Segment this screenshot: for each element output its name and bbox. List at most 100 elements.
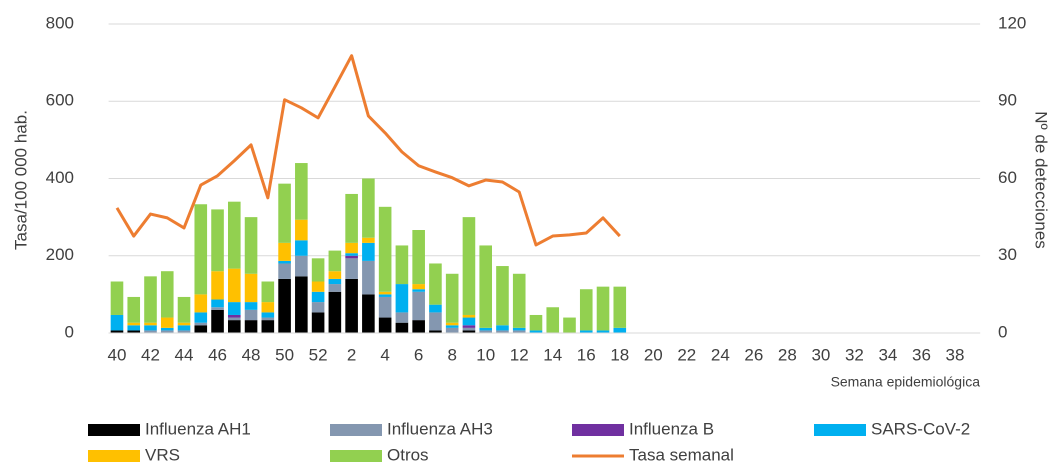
x-tick-label: 20 bbox=[644, 345, 663, 364]
bar-segment bbox=[362, 178, 375, 238]
y2-tick-label: 120 bbox=[998, 13, 1026, 32]
bar-segment bbox=[462, 330, 476, 333]
bar-segment bbox=[496, 330, 509, 333]
bar-segment bbox=[211, 307, 224, 310]
x-tick-label: 52 bbox=[309, 345, 328, 364]
bar-segment bbox=[429, 330, 442, 333]
bar-segment bbox=[596, 286, 610, 331]
bar-segment bbox=[295, 240, 308, 256]
x-tick-label: 16 bbox=[577, 345, 596, 364]
bar-segment bbox=[160, 317, 174, 328]
bar-segment bbox=[563, 317, 576, 333]
bar-segment bbox=[412, 230, 425, 285]
x-tick-label: 46 bbox=[208, 345, 227, 364]
bar-segment bbox=[211, 309, 224, 333]
bar-segment bbox=[177, 296, 191, 323]
bar-segment bbox=[211, 271, 224, 300]
bar-segment bbox=[328, 278, 342, 285]
bar-segment bbox=[228, 320, 241, 333]
x-tick-label: 8 bbox=[447, 345, 456, 364]
bar-segment bbox=[278, 242, 291, 261]
bar-segment bbox=[496, 325, 509, 331]
y2-tick-label: 60 bbox=[998, 168, 1017, 187]
x-tick-label: 22 bbox=[677, 345, 696, 364]
bar-segment bbox=[378, 294, 392, 297]
y-tick-label: 0 bbox=[65, 322, 74, 341]
bar-segment bbox=[412, 284, 425, 290]
bar-segment bbox=[160, 330, 174, 333]
bar-segment bbox=[462, 317, 476, 326]
bar-segment bbox=[445, 322, 459, 326]
bar-segment bbox=[211, 299, 224, 308]
bar-segment bbox=[345, 258, 358, 279]
x-tick-label: 44 bbox=[175, 345, 194, 364]
y-axis-title: Tasa/100 000 hab. bbox=[11, 110, 30, 250]
bar-segment bbox=[613, 327, 627, 333]
bar-segment bbox=[345, 242, 358, 254]
legend-swatch bbox=[88, 450, 140, 462]
bar-segment bbox=[362, 260, 375, 295]
x-tick-label: 26 bbox=[744, 345, 763, 364]
bar-segment bbox=[127, 296, 141, 323]
legend-label: Influenza AH1 bbox=[145, 419, 251, 438]
y-tick-label: 400 bbox=[46, 168, 74, 187]
bar-segment bbox=[579, 330, 593, 333]
bar-segment bbox=[228, 201, 241, 269]
bar-segment bbox=[194, 322, 208, 326]
bar-segment bbox=[311, 281, 325, 292]
bar-segment bbox=[144, 276, 157, 323]
x-tick-label: 18 bbox=[610, 345, 629, 364]
y2-tick-label: 90 bbox=[998, 91, 1017, 110]
bar-segment bbox=[479, 330, 492, 333]
y2-axis-title: Nº de detecciones bbox=[1032, 111, 1051, 249]
bar-segment bbox=[244, 309, 258, 321]
bar-segment bbox=[362, 237, 375, 243]
bar-segment bbox=[378, 296, 392, 318]
x-tick-label: 4 bbox=[380, 345, 389, 364]
bar-segment bbox=[462, 217, 476, 315]
legend-swatch bbox=[330, 450, 382, 462]
bar-segment bbox=[311, 312, 325, 333]
x-tick-label: 6 bbox=[414, 345, 423, 364]
bar-segment bbox=[345, 193, 358, 243]
bar-segment bbox=[462, 327, 476, 331]
bar-segment bbox=[529, 314, 543, 331]
bar-segment bbox=[328, 271, 342, 279]
x-tick-label: 2 bbox=[347, 345, 356, 364]
bar-segment bbox=[479, 327, 492, 331]
bar-segment bbox=[412, 291, 425, 321]
bar-segment bbox=[345, 278, 358, 333]
bar-segment bbox=[429, 263, 442, 305]
y2-tick-label: 30 bbox=[998, 245, 1017, 264]
y-tick-label: 800 bbox=[46, 13, 74, 32]
legend-label: SARS-CoV-2 bbox=[871, 419, 970, 438]
x-tick-label: 32 bbox=[845, 345, 864, 364]
bar-segment bbox=[328, 250, 342, 272]
bar-segment bbox=[278, 278, 291, 333]
x-axis-title: Semana epidemiológica bbox=[831, 374, 981, 390]
bar-segment bbox=[328, 284, 342, 292]
legend-label: Tasa semanal bbox=[629, 445, 734, 464]
legend-label: VRS bbox=[145, 445, 180, 464]
bar-segment bbox=[177, 322, 191, 326]
x-tick-label: 30 bbox=[811, 345, 830, 364]
bar-segment bbox=[160, 271, 174, 318]
bar-segment bbox=[295, 255, 308, 277]
bar-segment bbox=[579, 289, 593, 331]
bar-segment bbox=[261, 320, 275, 333]
x-tick-label: 34 bbox=[878, 345, 897, 364]
bar-segment bbox=[295, 163, 308, 220]
bar-segment bbox=[177, 330, 191, 333]
bar-segment bbox=[127, 322, 141, 326]
bar-segment bbox=[311, 302, 325, 313]
bar-segment bbox=[412, 320, 425, 333]
bar-segment bbox=[110, 314, 124, 331]
bar-segment bbox=[110, 281, 124, 315]
bar-segment bbox=[412, 289, 425, 292]
bar-segment bbox=[512, 327, 526, 331]
legend-swatch bbox=[572, 424, 624, 436]
legend-label: Otros bbox=[387, 445, 429, 464]
bar-segment bbox=[613, 286, 627, 328]
bar-segment bbox=[194, 294, 208, 313]
